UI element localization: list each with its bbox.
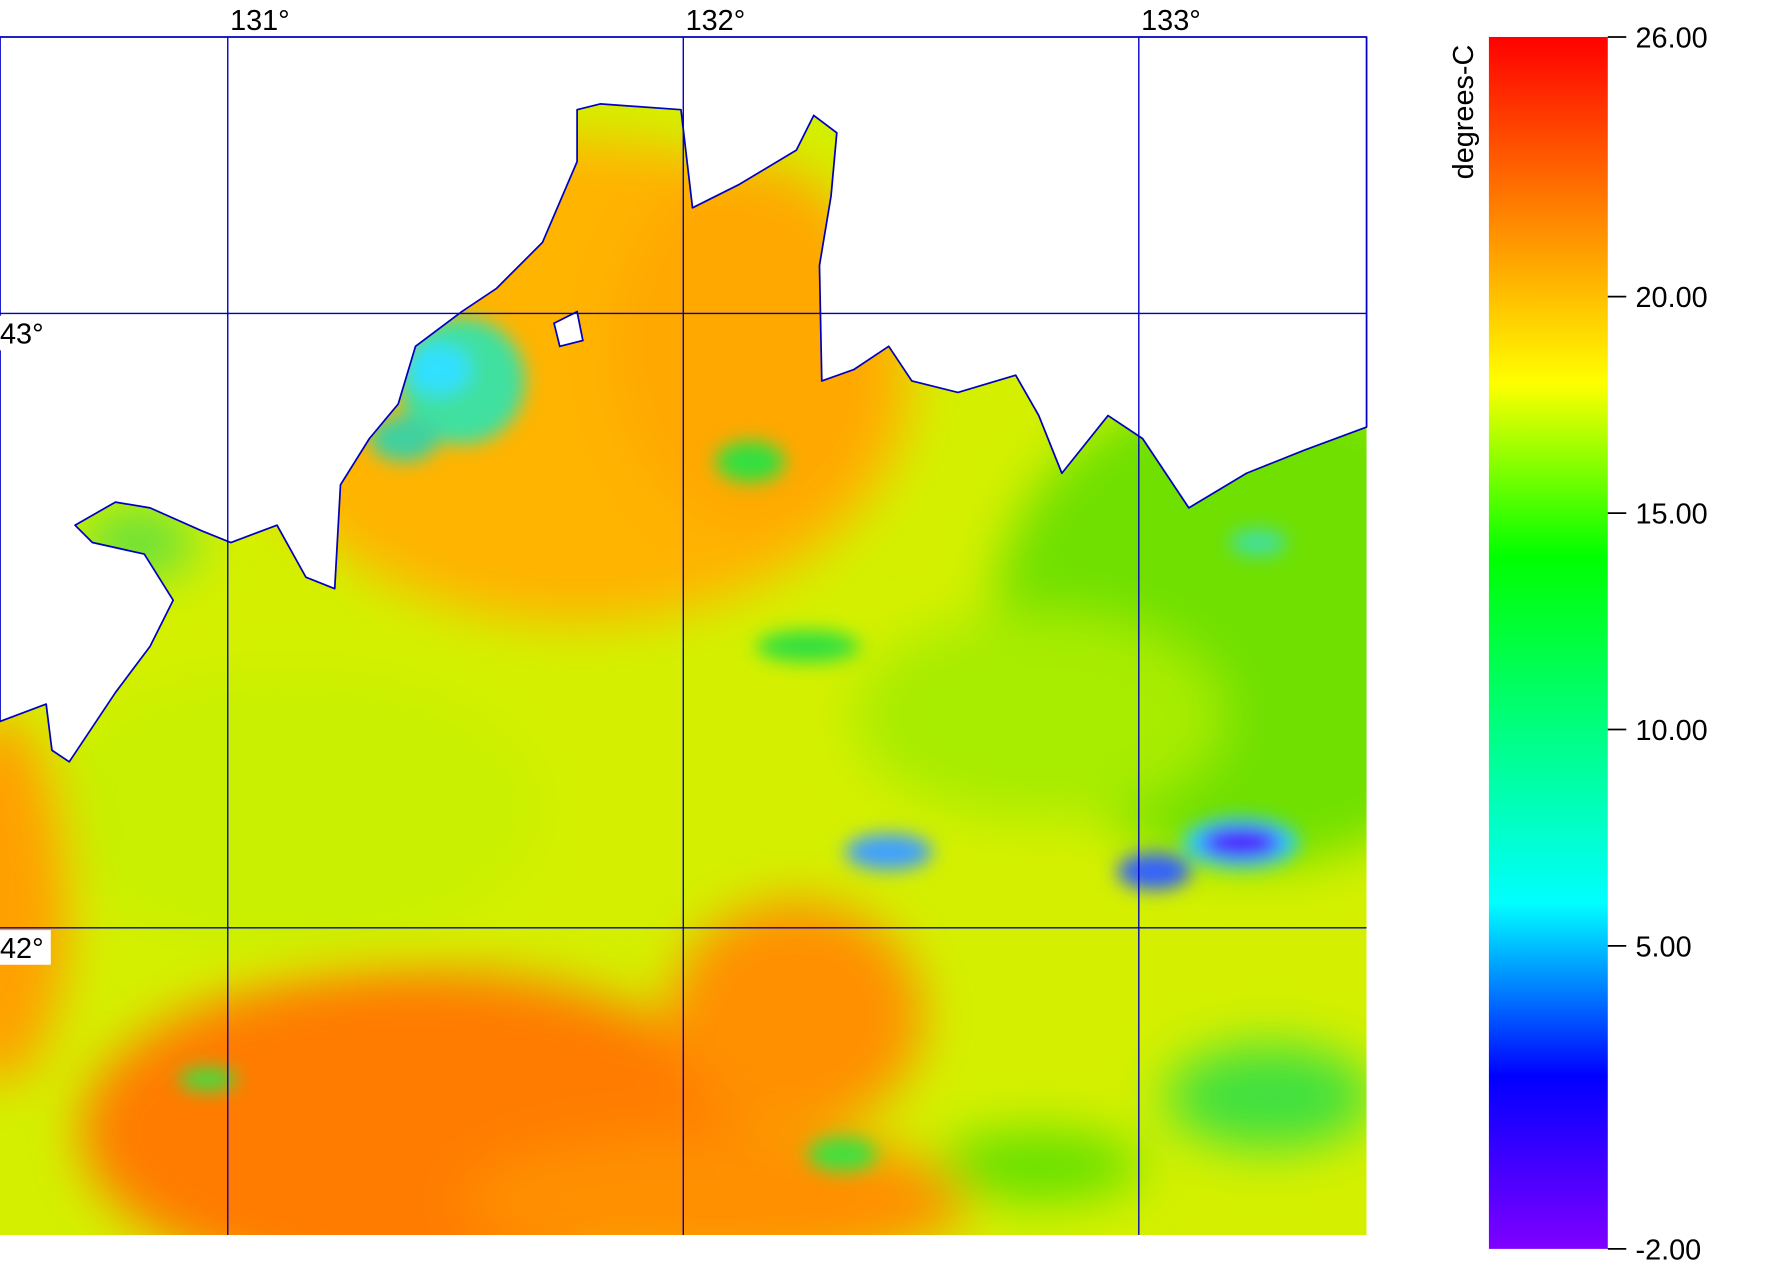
colorbar-tick-label: 10.00 (1635, 715, 1707, 747)
colorbar-ramp (1488, 36, 1608, 1249)
label-box (0, 315, 51, 351)
land (0, 36, 1368, 763)
x-tick-label: 131° (230, 5, 290, 37)
colorbar-tick-label: 20.00 (1635, 282, 1707, 314)
colorbar-tick-label: -2.00 (1635, 1234, 1701, 1266)
y-tick-label: 43° (0, 318, 44, 350)
island (553, 310, 584, 348)
graticule: 131° 132° 133° 42° 43° (0, 5, 1367, 1236)
colorbar-tick-label: 15.00 (1635, 498, 1707, 530)
colorbar-title: degrees-C (1448, 45, 1480, 180)
x-tick-label: 133° (1141, 5, 1201, 37)
colorbar: 26.00 20.00 15.00 10.00 5.00 -2.00 degrees-C (1448, 22, 1708, 1266)
colorbar-tick-label: 26.00 (1635, 22, 1707, 54)
colorbar-tick-label: 5.00 (1635, 931, 1691, 963)
label-box (0, 930, 51, 965)
y-tick-label: 42° (0, 933, 44, 965)
x-tick-label: 132° (686, 5, 746, 37)
